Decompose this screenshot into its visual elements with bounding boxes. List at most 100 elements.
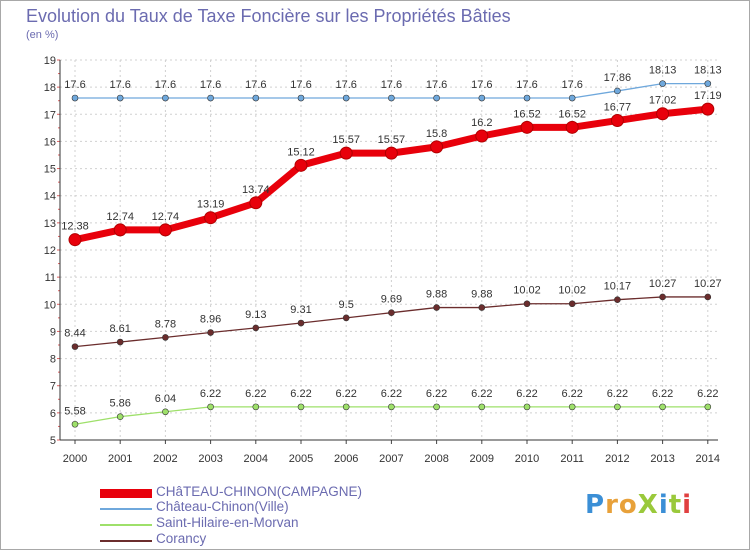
data-point xyxy=(249,196,263,210)
x-tick-label: 2003 xyxy=(198,453,222,465)
data-point xyxy=(297,94,305,102)
data-point xyxy=(568,94,576,102)
data-point xyxy=(430,140,444,154)
y-tick-label: 15 xyxy=(44,164,56,176)
data-label: 17.6 xyxy=(290,79,311,91)
data-point xyxy=(659,293,666,301)
data-label: 17.6 xyxy=(200,79,221,91)
data-point xyxy=(252,403,260,411)
data-point xyxy=(388,403,395,411)
data-point xyxy=(68,233,82,247)
y-tick-label: 12 xyxy=(44,245,56,257)
x-tick-label: 2007 xyxy=(379,453,403,465)
data-point xyxy=(704,403,712,411)
data-label: 8.78 xyxy=(155,318,176,330)
legend-label: Château-Chinon(Ville) xyxy=(156,499,289,514)
data-label: 17.6 xyxy=(561,79,582,91)
y-tick-label: 11 xyxy=(45,272,56,284)
data-point xyxy=(207,94,214,102)
y-tick-label: 10 xyxy=(44,299,56,311)
legend-item-chateau-chinon-ville[interactable]: Château-Chinon(Ville) xyxy=(100,499,420,516)
data-point xyxy=(704,80,712,87)
data-label: 8.44 xyxy=(64,328,85,340)
data-point xyxy=(656,107,670,121)
data-point xyxy=(433,94,440,102)
data-label: 10.02 xyxy=(558,285,586,297)
y-tick-label: 14 xyxy=(44,191,56,203)
data-label: 9.31 xyxy=(290,304,311,316)
data-point xyxy=(71,343,79,350)
legend-label: Corancy xyxy=(156,531,207,546)
data-label: 9.88 xyxy=(471,289,492,301)
data-point xyxy=(659,403,666,411)
y-tick-label: 6 xyxy=(50,408,56,420)
data-point xyxy=(342,314,350,322)
data-label: 6.22 xyxy=(561,388,582,400)
data-label: 9.88 xyxy=(426,289,447,301)
data-point xyxy=(342,94,350,102)
data-point xyxy=(116,94,124,102)
data-point xyxy=(523,94,531,102)
legend-item-corancy[interactable]: Corancy xyxy=(100,531,420,548)
data-label: 9.5 xyxy=(339,299,354,311)
y-tick-label: 9 xyxy=(50,326,56,338)
data-label: 16.77 xyxy=(604,102,632,114)
data-point xyxy=(297,403,305,411)
data-label: 6.22 xyxy=(381,388,402,400)
y-tick-label: 16 xyxy=(44,136,56,148)
data-point xyxy=(384,146,398,160)
x-tick-label: 2004 xyxy=(244,453,268,465)
legend-swatch xyxy=(100,524,152,526)
data-label: 6.22 xyxy=(245,388,266,400)
x-tick-label: 2011 xyxy=(560,453,584,465)
data-point xyxy=(294,158,308,172)
legend-item-saint-hilaire-en-morvan[interactable]: Saint-Hilaire-en-Morvan xyxy=(100,515,420,532)
legend-item-chateau-chinon-campagne[interactable]: CHâTEAU-CHINON(CAMPAGNE) xyxy=(100,484,420,501)
data-point xyxy=(614,87,621,95)
data-point xyxy=(478,94,486,102)
data-point xyxy=(478,403,486,411)
data-label: 6.22 xyxy=(471,388,492,400)
data-label: 12.74 xyxy=(106,211,134,223)
data-label: 5.58 xyxy=(64,405,85,417)
data-point xyxy=(252,94,260,102)
data-label: 17.6 xyxy=(335,79,356,91)
legend-swatch xyxy=(100,489,152,498)
data-label: 13.19 xyxy=(197,199,225,211)
chart-unit: (en %) xyxy=(26,29,59,41)
data-point xyxy=(478,304,486,311)
data-label: 18.13 xyxy=(694,65,722,77)
data-label: 17.6 xyxy=(109,79,130,91)
data-point xyxy=(704,293,712,301)
x-tick-label: 2005 xyxy=(289,453,313,465)
data-label: 6.22 xyxy=(652,388,673,400)
data-label: 16.2 xyxy=(471,117,492,129)
legend-swatch xyxy=(100,508,152,510)
legend-swatch xyxy=(100,540,152,542)
data-point xyxy=(433,304,440,311)
data-point xyxy=(71,94,79,102)
data-label: 17.86 xyxy=(604,72,632,84)
data-point xyxy=(565,120,579,134)
x-tick-label: 2014 xyxy=(696,453,720,465)
data-label: 10.27 xyxy=(649,278,677,290)
data-point xyxy=(388,309,395,317)
data-label: 6.22 xyxy=(335,388,356,400)
legend-label: CHâTEAU-CHINON(CAMPAGNE) xyxy=(156,484,363,499)
x-tick-label: 2001 xyxy=(108,453,132,465)
data-label: 8.96 xyxy=(200,314,221,326)
data-point xyxy=(614,403,621,411)
data-point xyxy=(207,403,214,411)
data-point xyxy=(207,329,214,336)
data-label: 6.22 xyxy=(516,388,537,400)
x-tick-label: 2000 xyxy=(63,453,87,465)
data-label: 16.52 xyxy=(513,108,541,120)
data-label: 6.22 xyxy=(426,388,447,400)
data-point xyxy=(568,403,576,411)
data-label: 10.17 xyxy=(604,281,632,293)
data-point xyxy=(388,94,395,102)
y-tick-label: 13 xyxy=(44,218,56,230)
data-point xyxy=(475,129,489,143)
chart-title: Evolution du Taux de Taxe Foncière sur l… xyxy=(26,6,511,26)
